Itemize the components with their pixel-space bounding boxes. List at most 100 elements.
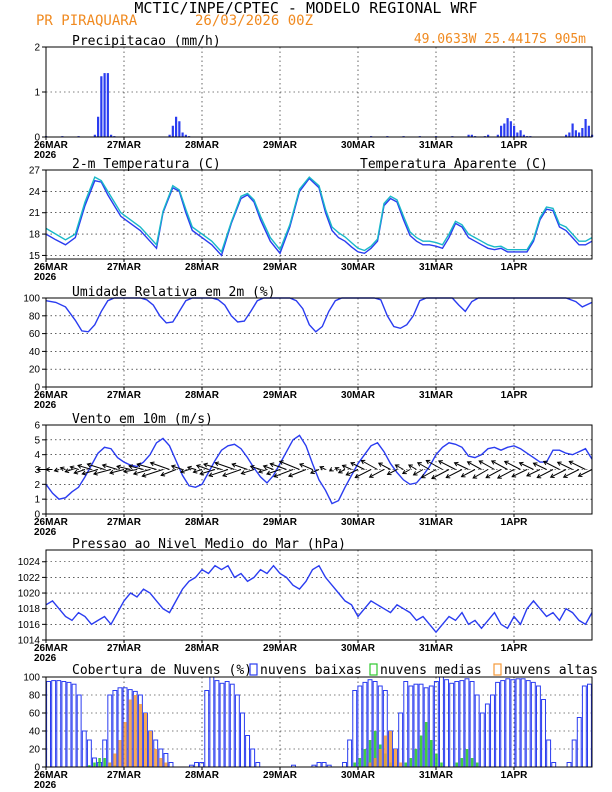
cloud-bar-nuvens-baixas [525, 680, 531, 768]
rh-xtick-label: 31MAR [419, 390, 454, 401]
pressure-ytick-label: 1020 [18, 589, 41, 600]
pressure-ytick-label: 1016 [18, 620, 41, 631]
wind-vector [485, 469, 502, 479]
temp-series-line [45, 177, 593, 257]
wind-vector-head [73, 469, 79, 475]
wind-vector-head [511, 473, 517, 478]
rh-series-line [45, 297, 593, 333]
wind-vector-head [116, 464, 121, 470]
temp-panel: 15 18 21 24 27 26MAR 27MAR 28MAR 29MAR 30MAR 31MAR… [29, 157, 593, 283]
cloud-bar-nuvens-baixas [245, 735, 251, 768]
wind-vector-head [466, 461, 472, 466]
wind-vector [93, 469, 112, 475]
cloud-bar-nuvens-altas [118, 740, 122, 767]
wind-vector [250, 465, 261, 470]
precip-bar [171, 125, 174, 137]
cloud-bar-nuvens-baixas [240, 712, 245, 768]
cloud-bar-nuvens-baixas [449, 682, 455, 768]
wind-vector-head [101, 463, 107, 469]
precip-bar [110, 134, 113, 137]
wind-vector [279, 460, 300, 470]
wind-vector-head [179, 468, 185, 474]
wind-vector-head [92, 470, 98, 476]
wind-vector-head [368, 473, 374, 478]
precip-bar [581, 128, 584, 137]
cloud-bar-nuvens-baixas [581, 685, 587, 768]
wind-vector [408, 464, 417, 470]
pressure-series-line [45, 564, 593, 634]
pressure-xtick-label: 31MAR [419, 643, 454, 654]
wind-vector [533, 462, 547, 470]
wind-vector [288, 469, 307, 477]
cloud-bar-nuvens-baixas [398, 712, 404, 768]
wind-vector-head [360, 459, 366, 465]
cloud-bar-nuvens-baixas [71, 683, 77, 768]
wind-vector-head [328, 467, 334, 472]
cloud-bar-nuvens-altas [383, 735, 387, 767]
precip-bar [470, 134, 473, 137]
wind-vector [208, 469, 229, 477]
cloud-bar-nuvens-medias [404, 762, 407, 767]
wind-vector-head [556, 461, 562, 466]
precip-xtick-label: 26MAR [34, 140, 69, 151]
wind-vector [350, 462, 365, 470]
precip-xtick-label: 29MAR [263, 140, 298, 151]
cloud-bar-nuvens-altas [388, 731, 392, 767]
precip-bar [571, 123, 574, 137]
cloud-bar-nuvens-baixas [515, 678, 521, 768]
precip-year-label: 2026 [34, 150, 57, 161]
pressure-xtick-label: 30MAR [341, 643, 376, 654]
cloud-bar-nuvens-baixas [459, 680, 465, 768]
wind-vector [402, 469, 411, 474]
cloud-bar-nuvens-altas [373, 758, 377, 767]
cloud-legend-swatch [369, 663, 378, 676]
location-label: PR PIRAQUARA [36, 13, 138, 29]
wind-xtick-label: 30MAR [341, 517, 376, 528]
wind-vector-head [81, 470, 87, 476]
wind-vector [200, 469, 216, 475]
clouds-ytick-label: 100 [23, 673, 40, 684]
wind-vector-head [53, 467, 59, 473]
precip-bar [587, 125, 590, 137]
wind-vector [180, 469, 190, 473]
rh-panel: 0 20 40 60 80 100 26MAR 27MAR 28MAR 29MAR 30MAR 31M… [23, 285, 593, 411]
temp-xtick-label: 31MAR [419, 262, 454, 273]
rh-xtick-label: 28MAR [185, 390, 220, 401]
wind-vector-head [257, 468, 263, 474]
wind-vector [193, 469, 203, 473]
precip-bar [568, 132, 571, 137]
wind-vector [446, 469, 463, 479]
cloud-bar-nuvens-medias [475, 762, 479, 767]
cloud-bar-nuvens-medias [373, 731, 377, 767]
precip-bar [184, 134, 187, 137]
wind-vector-head [36, 467, 41, 472]
wind-vector-head [437, 460, 443, 465]
wind-vector [299, 463, 313, 470]
cloud-bar-nuvens-altas [143, 713, 148, 767]
wind-vector-head [386, 470, 392, 476]
cloud-bar-nuvens-medias [98, 758, 101, 767]
precip-bar [506, 118, 509, 137]
run-date: 26/03/2026 00Z [195, 13, 313, 29]
precip-bar [181, 132, 184, 137]
precip-xtick-label: 31MAR [419, 140, 454, 151]
cloud-bar-nuvens-baixas [357, 685, 363, 768]
cloud-bar-nuvens-baixas [505, 678, 511, 768]
cloud-legend-swatch [249, 663, 258, 676]
wind-vector [263, 465, 274, 470]
cloud-bar-nuvens-medias [470, 758, 474, 767]
pressure-xtick-label: 28MAR [185, 643, 220, 654]
wind-vector [526, 469, 541, 477]
cloud-bar-nuvens-altas [159, 758, 163, 767]
wind-vector-head [453, 461, 459, 467]
clouds-xtick-label: 31MAR [419, 770, 454, 781]
wind-ytick-label: 4 [34, 450, 40, 461]
cloud-bar-nuvens-medias [435, 753, 438, 767]
cloud-bar-nuvens-baixas [194, 762, 199, 768]
pressure-xtick-label: 26MAR [34, 643, 69, 654]
precip-title: Precipitacao (mm/h) [72, 34, 221, 49]
wind-vector-head [86, 462, 92, 468]
precip-bar [178, 121, 181, 137]
pressure-ytick-label: 1018 [18, 604, 41, 615]
precip-bar [584, 119, 587, 137]
